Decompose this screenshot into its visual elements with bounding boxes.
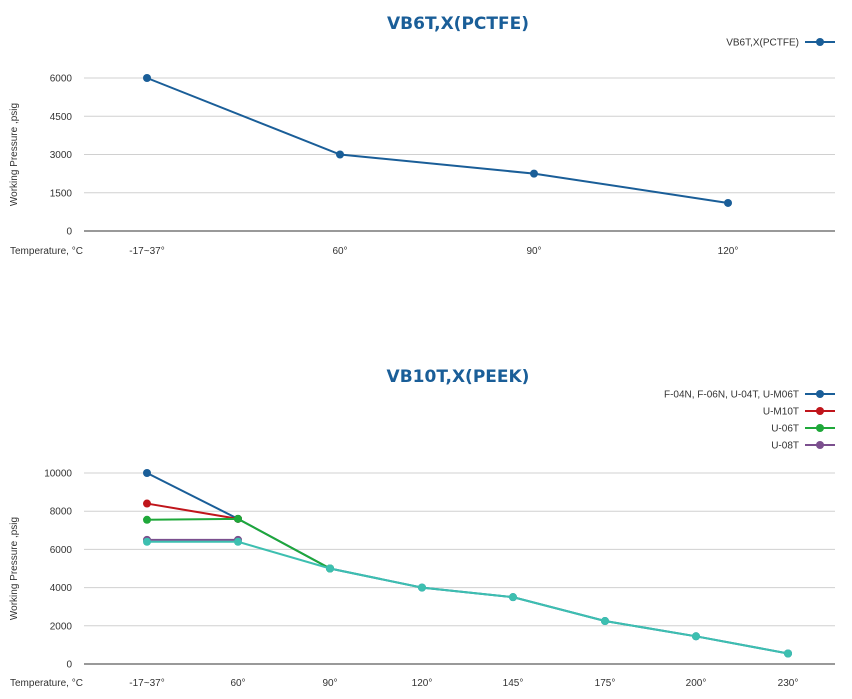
y-tick-label: 6000 (50, 74, 73, 85)
data-point (143, 515, 151, 524)
x-tick-label: 175° (595, 678, 616, 689)
x-tick-label: -17~37° (129, 678, 164, 689)
legend-label: VB6T,X(PCTFE) (726, 38, 799, 49)
x-tick-label: 90° (322, 678, 337, 689)
x-tick-label: -17~37° (129, 246, 164, 257)
y-tick-label: 0 (66, 227, 72, 238)
data-point (692, 632, 700, 641)
y-axis-label: Working Pressure ,psig (9, 103, 20, 206)
x-axis-label: Temperature, °C (10, 678, 83, 689)
y-tick-label: 10000 (44, 469, 72, 480)
data-point (336, 150, 344, 159)
x-tick-label: 200° (686, 678, 707, 689)
chart-vb10t-peek: VB10T,X(PEEK) 0 2000 4000 6000 8000 10000 Worki… (9, 367, 835, 689)
legend-swatch-marker (816, 390, 824, 398)
y-tick-label: 2000 (50, 621, 73, 632)
y-tick-label: 1500 (50, 188, 73, 199)
chart-title: VB6T,X(PCTFE) (387, 14, 529, 34)
x-tick-label: 60° (230, 678, 245, 689)
legend-swatch-marker (816, 407, 824, 415)
series-line (146, 77, 729, 204)
legend-swatch-marker (816, 441, 824, 449)
data-point (234, 514, 242, 523)
series-line (146, 502, 239, 520)
x-tick-label: 120° (718, 246, 739, 257)
legend-label: U-08T (771, 441, 799, 452)
legend-label: F-04N, F-06N, U-04T, U-M06T (664, 390, 799, 401)
x-axis-label: Temperature, °C (10, 246, 83, 257)
x-tick-label: 90° (526, 246, 541, 257)
data-point (143, 537, 151, 546)
data-point (234, 537, 242, 546)
data-point (724, 198, 732, 207)
y-tick-label: 4000 (50, 583, 73, 594)
y-tick-label: 4500 (50, 112, 73, 123)
x-tick-label: 60° (332, 246, 347, 257)
data-point (530, 169, 538, 178)
data-point (509, 593, 517, 602)
data-point (326, 564, 334, 573)
chart-title: VB10T,X(PEEK) (387, 367, 530, 387)
legend-label: U-06T (771, 424, 799, 435)
series-line (146, 472, 789, 655)
data-point (601, 617, 609, 626)
x-tick-label: 145° (503, 678, 524, 689)
series-line (147, 540, 789, 655)
data-point (143, 499, 151, 508)
x-tick-label: 120° (412, 678, 433, 689)
legend-label: U-M10T (763, 407, 799, 418)
data-point (143, 74, 151, 82)
data-point (143, 469, 151, 477)
y-axis-label: Working Pressure ,psig (9, 517, 20, 620)
chart-vb6t-pctfe: VB6T,X(PCTFE) 0 1500 3000 4500 6000 Working Pr… (9, 14, 835, 257)
data-point (418, 583, 426, 592)
x-tick-label: 230° (778, 678, 799, 689)
y-tick-label: 8000 (50, 507, 73, 518)
y-tick-label: 3000 (50, 150, 73, 161)
legend-swatch-marker (816, 424, 824, 432)
legend-swatch-marker (816, 38, 824, 46)
y-tick-label: 0 (66, 660, 72, 671)
y-tick-label: 6000 (50, 545, 73, 556)
data-point (784, 649, 792, 658)
